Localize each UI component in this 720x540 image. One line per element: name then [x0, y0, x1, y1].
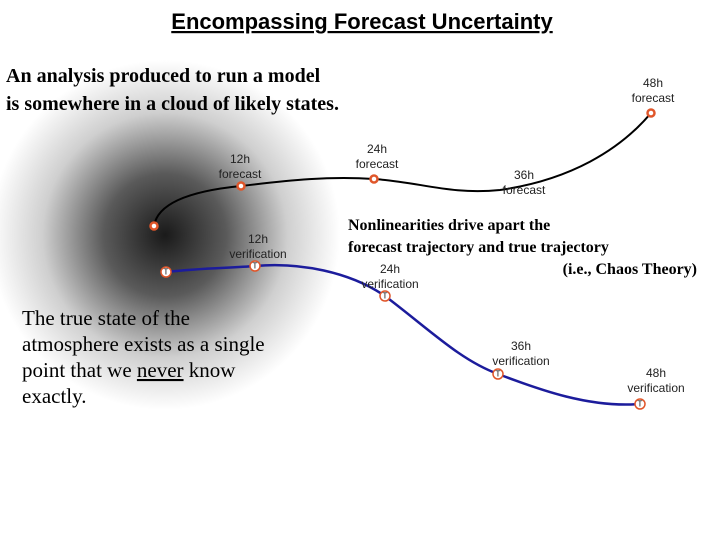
verification-label: verification [361, 277, 418, 291]
forecast-label: 48h [643, 76, 663, 90]
verification-label: verification [492, 354, 549, 368]
verification-marker: T [638, 400, 643, 409]
analysis-point [149, 221, 159, 231]
forecast-label: forecast [632, 91, 675, 105]
forecast-label: 36h [514, 168, 534, 182]
truth-text: The true state of the atmosphere exists … [22, 306, 270, 408]
forecast-label: 12h [230, 152, 250, 166]
analysis-truth-marker: T [164, 268, 169, 277]
forecast-point [646, 108, 656, 118]
verification-label: 12h [248, 232, 268, 246]
nonlinear-line: (i.e., Chaos Theory) [563, 261, 697, 278]
verification-label: verification [229, 247, 286, 261]
labels: 12hforecast24hforecast36hforecast48hfore… [160, 76, 685, 410]
verification-point [379, 290, 391, 302]
verification-label: 24h [380, 262, 400, 276]
verification-point [249, 260, 261, 272]
forecast-trajectory [153, 112, 652, 227]
true-trajectory [165, 263, 641, 406]
intro-line: is somewhere in a cloud of likely states… [6, 93, 339, 115]
verification-marker: T [496, 370, 501, 379]
verification-label: 36h [511, 339, 531, 353]
title: Encompassing Forecast Uncertainty [171, 9, 553, 34]
nonlinear-line: Nonlinearities drive apart the [348, 217, 550, 234]
verification-point [634, 398, 646, 410]
forecast-point [236, 181, 246, 191]
verification-label: verification [627, 381, 684, 395]
forecast-point [369, 174, 379, 184]
analysis-truth-point [160, 266, 172, 278]
forecast-label: forecast [356, 157, 399, 171]
nonlinear-line: forecast trajectory and true trajectory [348, 239, 609, 256]
forecast-label: forecast [503, 183, 546, 197]
forecast-label: 24h [367, 142, 387, 156]
verification-point [492, 368, 504, 380]
forecast-points [149, 108, 656, 231]
intro-line: An analysis produced to run a model [6, 65, 321, 87]
verification-marker: T [383, 292, 388, 301]
forecast-label: forecast [219, 167, 262, 181]
uncertainty-cloud [0, 60, 360, 420]
verification-marker: T [253, 262, 258, 271]
verification-label: 48h [646, 366, 666, 380]
